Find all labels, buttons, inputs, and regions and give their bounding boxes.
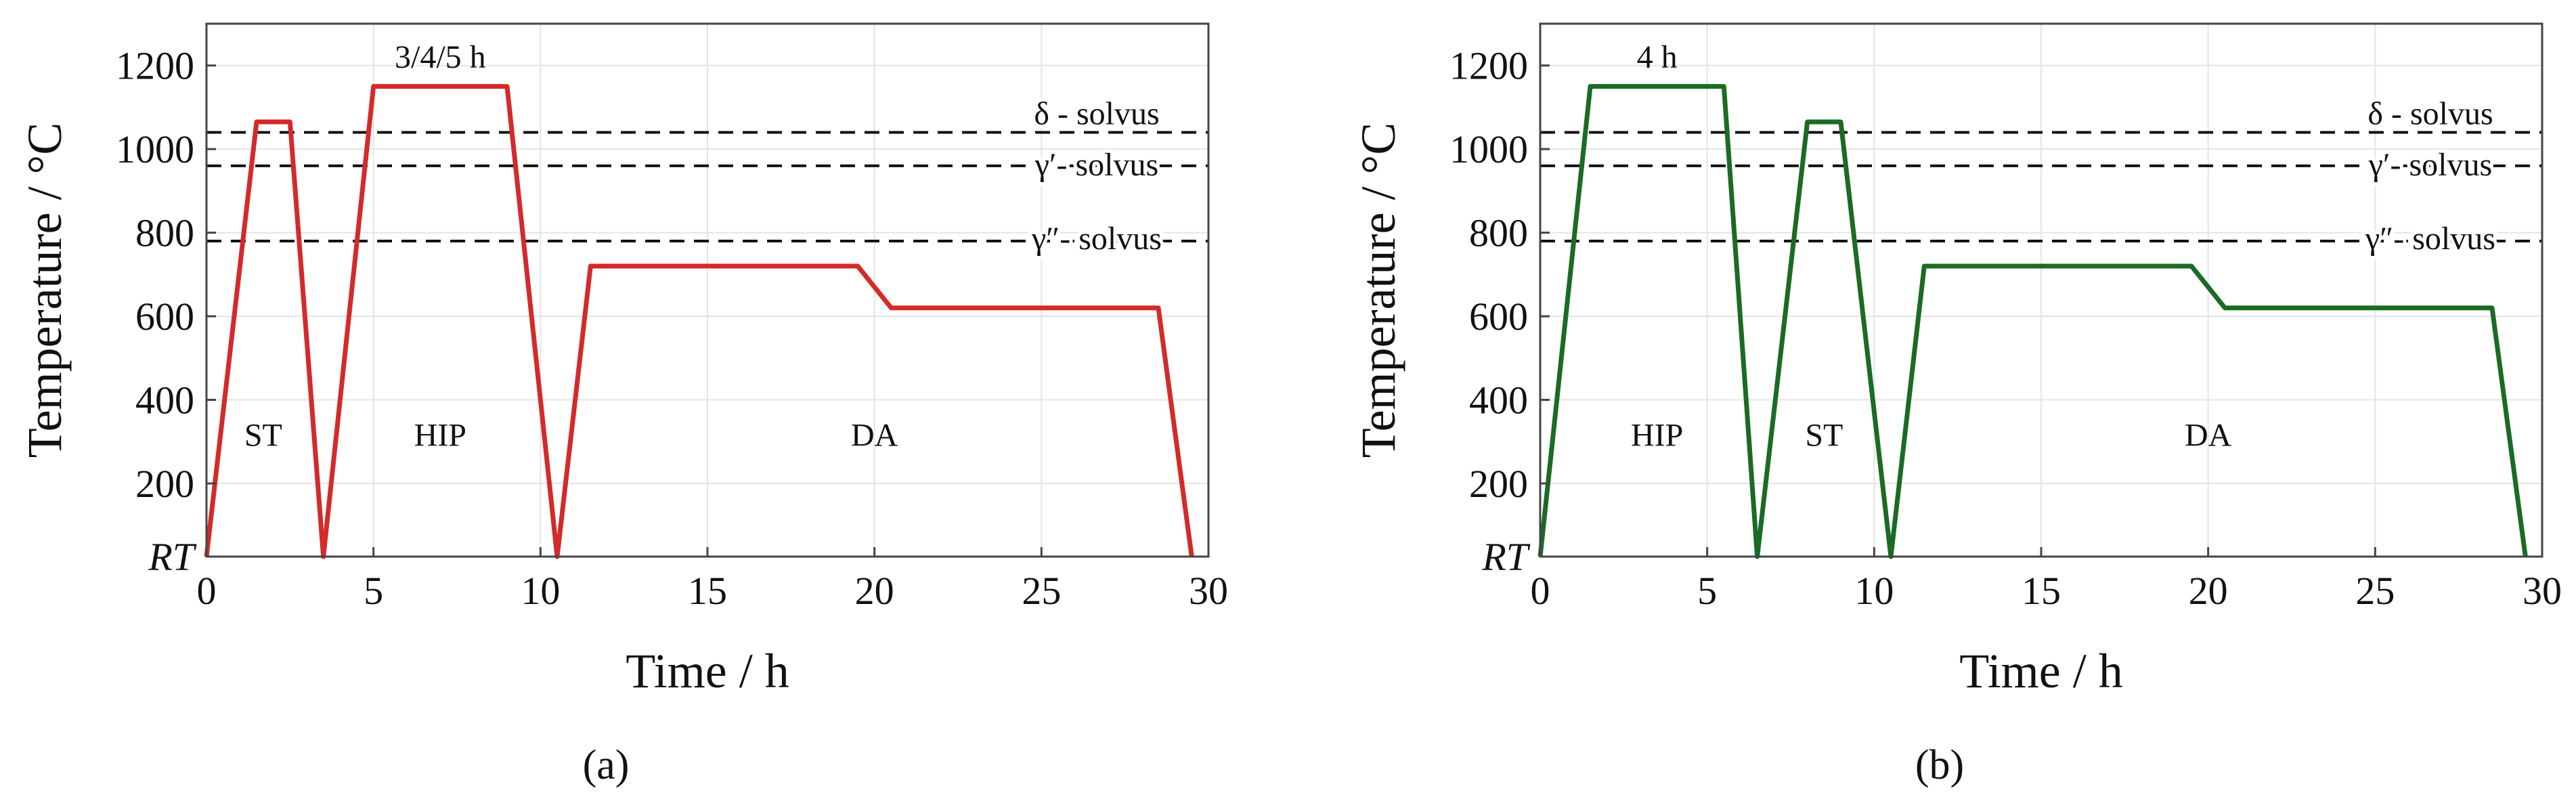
- x-tick-label: 5: [364, 569, 383, 613]
- x-tick-label: 25: [1022, 569, 1061, 613]
- annotation-label: HIP: [1631, 417, 1683, 453]
- x-tick-label: 10: [521, 569, 560, 613]
- annotation-label: 3/4/5 h: [395, 39, 486, 75]
- annotation-label: DA: [2185, 417, 2232, 453]
- y-tick-label: 400: [135, 379, 194, 423]
- y-tick-label: 1200: [1449, 44, 1528, 88]
- y-tick-label: 1000: [116, 127, 194, 171]
- x-axis-label: Time / h: [626, 644, 789, 698]
- solvus-label: γ″- solvus: [2365, 221, 2495, 257]
- y-tick-label: 800: [135, 211, 194, 255]
- panel-caption: (b): [1915, 742, 1964, 788]
- y-tick-label: 1000: [1449, 127, 1528, 171]
- annotation-label: ST: [1805, 417, 1843, 453]
- annotation-label: HIP: [414, 417, 466, 453]
- y-tick-label: 400: [1469, 379, 1528, 423]
- panel-a: δ - solvus γ′- solvus γ″- solvus 0 5 10 15 20 25…: [18, 22, 1228, 788]
- x-tick-label: 30: [2523, 569, 2562, 613]
- x-tick-label: 0: [1531, 569, 1550, 613]
- annotation-label: 4 h: [1637, 39, 1678, 75]
- series-line-heat-treatment: [1537, 84, 2528, 559]
- x-tick-label: 25: [2355, 569, 2395, 613]
- solvus-label: γ′- solvus: [1034, 147, 1158, 183]
- solvus-label: γ′- solvus: [2368, 147, 2492, 183]
- annotation-label: DA: [851, 417, 898, 453]
- y-tick-label: 600: [1469, 295, 1528, 339]
- x-tick-label: 5: [1697, 569, 1717, 613]
- y-tick-label: 800: [1469, 211, 1528, 255]
- x-tick-label: 20: [855, 569, 894, 613]
- y-tick-label: 1200: [116, 44, 194, 88]
- y-axis-label: Temperature / °C: [18, 123, 72, 458]
- x-tick-label: 0: [197, 569, 217, 613]
- x-tick-label: 30: [1189, 569, 1228, 613]
- annotation-label: ST: [244, 417, 282, 453]
- x-tick-label: 15: [688, 569, 727, 613]
- x-tick-label: 10: [1854, 569, 1894, 613]
- y-tick-label: 200: [1469, 462, 1528, 506]
- x-axis-label: Time / h: [1959, 644, 2122, 698]
- solvus-label: δ - solvus: [1034, 95, 1159, 131]
- y-axis-label: Temperature / °C: [1351, 123, 1405, 458]
- y-tick-label: 200: [135, 462, 194, 506]
- solvus-label: γ″- solvus: [1031, 221, 1162, 257]
- x-tick-label: 20: [2189, 569, 2228, 613]
- panel-b: δ - solvus γ′- solvus γ″- solvus 0 5 10 15 20 25…: [1351, 22, 2562, 788]
- series-line-heat-treatment: [204, 84, 1194, 559]
- x-tick-label: 15: [2022, 569, 2061, 613]
- y-tick-label: RT: [1481, 535, 1530, 579]
- solvus-label: δ - solvus: [2367, 95, 2493, 131]
- y-tick-label: 600: [135, 295, 194, 339]
- y-tick-label: RT: [148, 535, 196, 579]
- panel-caption: (a): [583, 742, 630, 788]
